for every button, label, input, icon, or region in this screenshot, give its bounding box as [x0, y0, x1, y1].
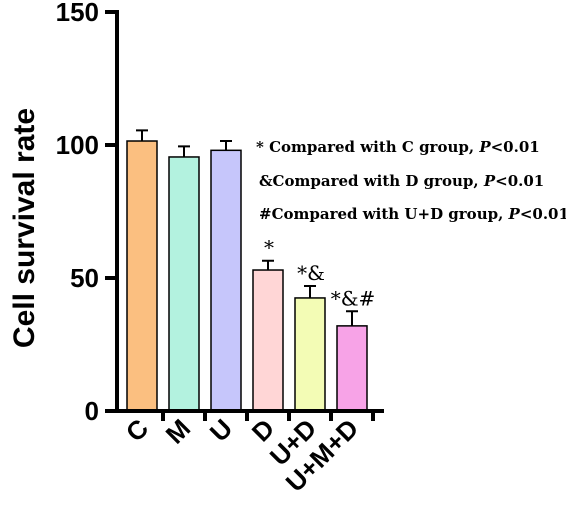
y-tick-label-1: 0: [85, 396, 99, 426]
bar-1: [126, 140, 158, 412]
error-bar-3: [220, 140, 232, 151]
x-tick-label-3: U: [204, 413, 238, 447]
significance-mark-4: *: [264, 236, 274, 260]
annotation-2: &Compared with D group, P<0.01: [259, 172, 544, 190]
annotation-p-3: P: [508, 205, 521, 223]
significance-layer: * *&*&#: [264, 236, 375, 311]
significance-mark-6: *&#: [331, 286, 376, 310]
annotation-threshold-1: <0.01: [491, 138, 540, 156]
annotation-layer: * Compared with C group, P<0.01&Compared…: [256, 138, 566, 223]
error-bar-6: [346, 310, 358, 326]
y-tick-label-3: 100: [56, 130, 99, 160]
y-axis-label: Cell survival rate: [8, 108, 41, 348]
annotation-text-1: * Compared with C group,: [256, 138, 479, 156]
bar-4: [252, 269, 284, 412]
bar-6: [336, 325, 368, 412]
x-tick-label-2: M: [160, 413, 197, 450]
bar-3: [210, 149, 242, 412]
y-tick-label-4: 150: [56, 0, 99, 27]
error-bar-2: [178, 145, 190, 157]
significance-mark-5: *&: [297, 261, 325, 285]
annotation-threshold-2: <0.01: [495, 172, 544, 190]
annotation-text-3: #Compared with U+D group,: [259, 205, 509, 223]
annotation-threshold-3: <0.01: [520, 205, 566, 223]
annotation-text-2: &Compared with D group,: [259, 172, 484, 190]
annotation-p-2: P: [483, 172, 496, 190]
error-bar-1: [136, 129, 148, 142]
error-bars-layer: [136, 129, 358, 326]
annotation-p-1: P: [478, 138, 491, 156]
x-tick-label-1: C: [120, 413, 155, 448]
annotation-3: #Compared with U+D group, P<0.01: [259, 205, 566, 223]
bar-5: [294, 297, 326, 412]
annotation-1: * Compared with C group, P<0.01: [256, 138, 540, 156]
bar-2: [168, 156, 200, 412]
error-bar-5: [304, 284, 316, 298]
y-tick-label-2: 50: [70, 263, 99, 293]
error-bar-4: [262, 259, 274, 271]
